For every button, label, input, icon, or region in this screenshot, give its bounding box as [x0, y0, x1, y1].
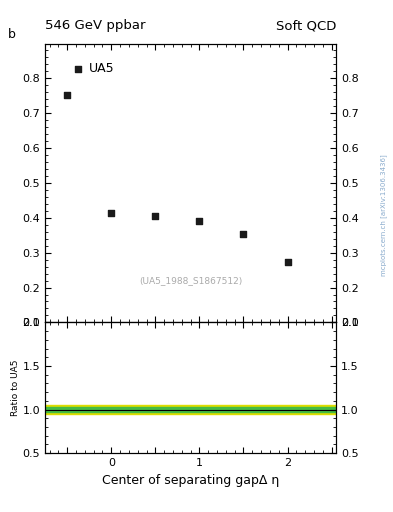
Legend: UA5: UA5	[69, 58, 118, 79]
X-axis label: Center of separating gapΔ η: Center of separating gapΔ η	[102, 474, 279, 486]
Point	[196, 217, 202, 225]
Point	[64, 91, 70, 99]
Text: 546 GeV ppbar: 546 GeV ppbar	[45, 19, 146, 32]
Point	[152, 212, 158, 220]
Y-axis label: Ratio to UA5: Ratio to UA5	[11, 359, 20, 416]
Text: b: b	[8, 28, 16, 41]
Text: Soft QCD: Soft QCD	[275, 19, 336, 32]
Text: mcplots.cern.ch [arXiv:1306.3436]: mcplots.cern.ch [arXiv:1306.3436]	[380, 154, 387, 276]
Point	[285, 259, 291, 267]
Text: (UA5_1988_S1867512): (UA5_1988_S1867512)	[139, 276, 242, 285]
Point	[241, 229, 247, 238]
Point	[108, 209, 114, 218]
